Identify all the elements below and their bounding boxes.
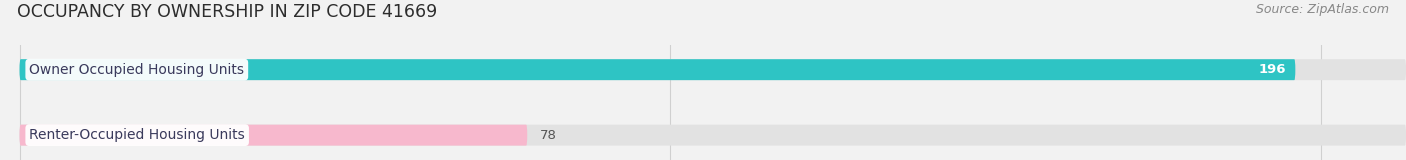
FancyBboxPatch shape bbox=[20, 125, 1406, 146]
FancyBboxPatch shape bbox=[20, 59, 1295, 80]
Text: Owner Occupied Housing Units: Owner Occupied Housing Units bbox=[30, 63, 245, 77]
FancyBboxPatch shape bbox=[20, 59, 1406, 80]
Text: Renter-Occupied Housing Units: Renter-Occupied Housing Units bbox=[30, 128, 245, 142]
FancyBboxPatch shape bbox=[20, 125, 527, 146]
Text: OCCUPANCY BY OWNERSHIP IN ZIP CODE 41669: OCCUPANCY BY OWNERSHIP IN ZIP CODE 41669 bbox=[17, 3, 437, 21]
Text: 78: 78 bbox=[540, 129, 557, 142]
Text: Source: ZipAtlas.com: Source: ZipAtlas.com bbox=[1256, 3, 1389, 16]
Text: 196: 196 bbox=[1258, 63, 1285, 76]
